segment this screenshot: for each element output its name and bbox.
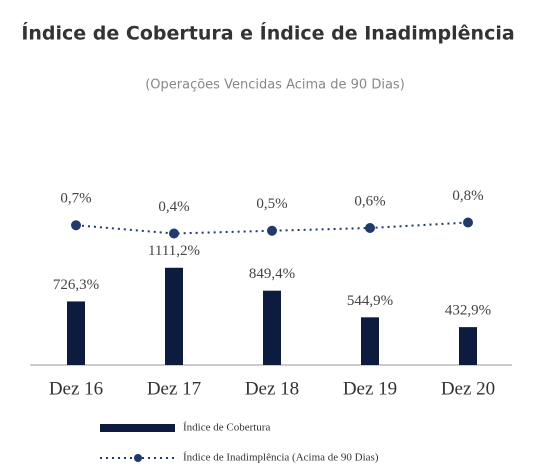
value-label: 0,8% bbox=[452, 188, 483, 204]
bar bbox=[459, 327, 477, 365]
value-label: 0,7% bbox=[60, 191, 91, 207]
value-label: 0,4% bbox=[158, 199, 189, 215]
legend-marker bbox=[134, 454, 142, 462]
bar bbox=[361, 317, 379, 365]
bar bbox=[263, 290, 281, 365]
legend-label: Índice de Cobertura bbox=[183, 422, 270, 434]
x-tick-label: Dez 20 bbox=[441, 378, 495, 399]
value-label: 0,6% bbox=[354, 193, 385, 209]
x-tick-label: Dez 16 bbox=[49, 378, 103, 399]
value-label: 1111,2% bbox=[148, 243, 200, 259]
chart-subtitle: (Operações Vencidas Acima de 90 Dias) bbox=[145, 78, 405, 93]
x-tick-label: Dez 19 bbox=[343, 378, 397, 399]
legend-label: Índice de Inadimplência (Acima de 90 Dia… bbox=[183, 452, 379, 464]
bar bbox=[165, 267, 183, 365]
line-marker bbox=[463, 217, 473, 228]
value-label: 544,9% bbox=[347, 293, 393, 309]
line-marker bbox=[365, 223, 375, 233]
legend-swatch bbox=[100, 424, 175, 432]
value-label: 432,9% bbox=[445, 303, 491, 319]
x-tick-label: Dez 17 bbox=[147, 378, 201, 399]
value-label: 849,4% bbox=[249, 266, 295, 282]
bar bbox=[67, 301, 85, 365]
line-marker bbox=[71, 220, 81, 231]
value-label: 0,5% bbox=[256, 196, 287, 212]
line-marker bbox=[169, 228, 179, 239]
chart-title: Índice de Cobertura e Índice de Inadimpl… bbox=[21, 22, 514, 45]
x-tick-label: Dez 18 bbox=[245, 378, 299, 399]
value-label: 726,3% bbox=[53, 277, 99, 293]
line-marker bbox=[267, 225, 277, 236]
